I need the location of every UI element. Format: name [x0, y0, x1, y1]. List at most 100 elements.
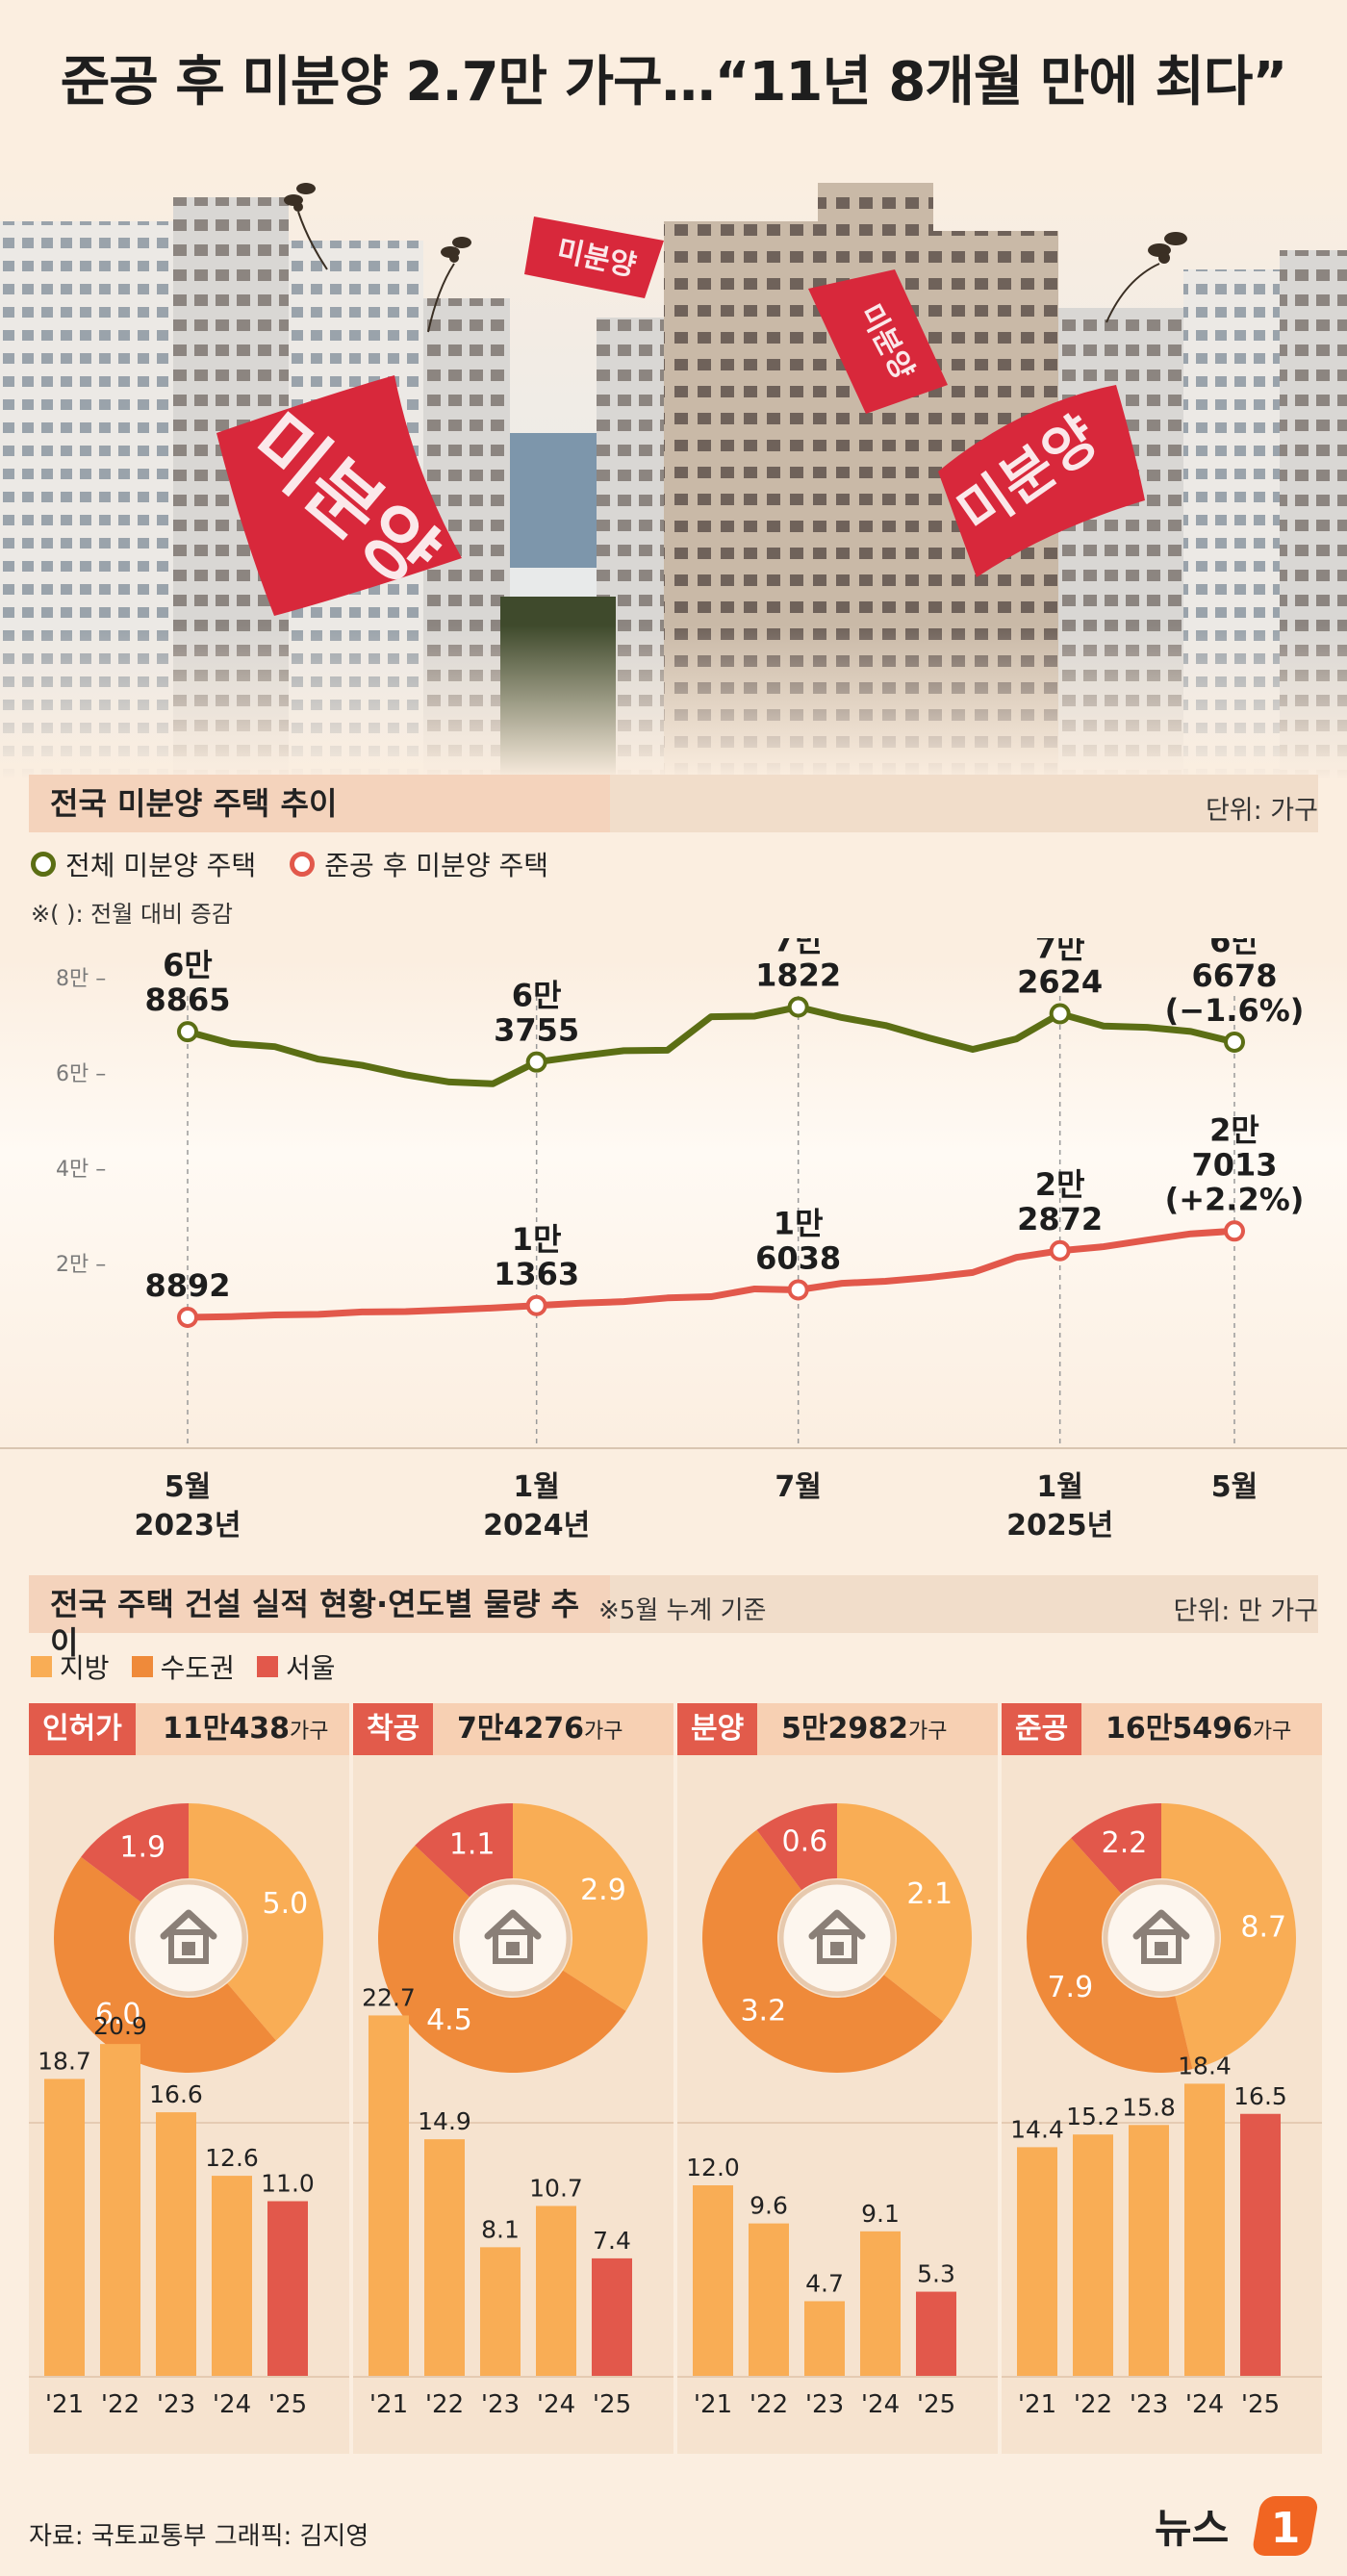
panel-3: 분양 5만2982가구 2.1 3.2 0.6 12.0 '21 9.6 '22 4.7 '23 9.…	[677, 1703, 998, 2454]
panel-total-unit: 가구	[907, 1720, 948, 1744]
panel-total-unit: 가구	[583, 1720, 623, 1744]
x-axis: 5월 2023년 1월 2024년 7월 1월 2025년 5월	[134, 1470, 1258, 1543]
bar-category-label: '25	[917, 2390, 955, 2419]
logo-text: 뉴스	[1155, 2505, 1229, 2552]
panel-category: 분양	[677, 1703, 758, 1755]
house-icon	[160, 1909, 217, 1964]
pie-label: 7.9	[1047, 1971, 1093, 2004]
bar-value-label: 11.0	[261, 2170, 315, 2198]
bar-value-label: 9.1	[861, 2200, 900, 2228]
pie-label: 6.0	[95, 1998, 141, 2031]
bar	[424, 2139, 465, 2376]
pie-label: 2.1	[906, 1877, 953, 1911]
bar-category-label: '25	[1241, 2390, 1280, 2419]
panel-charts: 8.7 7.9 2.2 14.4 '21 15.2 '22 15.8 '23 18.4 '24 16.…	[1002, 1803, 1322, 2419]
pie-label: 2.9	[580, 1874, 626, 1907]
bar-category-label: '25	[593, 2390, 631, 2419]
bar-category-label: '21	[1018, 2390, 1056, 2419]
bar	[100, 2044, 140, 2376]
house-icon	[1132, 1909, 1190, 1964]
legend-label: 전체 미분양 주택	[65, 850, 257, 881]
x-tick-label: 2025년	[1006, 1509, 1113, 1543]
legend-label: 지방	[60, 1652, 110, 1684]
panel-total-unit: 가구	[1252, 1720, 1292, 1744]
bar	[212, 2176, 252, 2376]
data-point	[1049, 1003, 1071, 1025]
pie-slice	[513, 1803, 648, 2011]
logo-mark: 1	[1271, 2504, 1301, 2553]
pie-label: 2.2	[1102, 1826, 1148, 1860]
data-label: 1822	[755, 957, 841, 994]
bar-category-label: '22	[101, 2390, 140, 2419]
y-tick-label: 4만 –	[56, 1158, 106, 1182]
data-label: 6만	[163, 947, 213, 983]
pie-label: 0.6	[782, 1824, 828, 1858]
data-label: 6만	[512, 978, 562, 1014]
x-tick-label: 2023년	[134, 1509, 241, 1543]
bar-value-label: 5.3	[917, 2260, 955, 2288]
panel-4: 준공 16만5496가구 8.7 7.9 2.2 14.4 '21 15.2 '22 15.8 '2…	[1002, 1703, 1322, 2454]
pie-slice	[53, 1856, 276, 2073]
pie-label: 5.0	[263, 1887, 309, 1921]
data-label: 8892	[144, 1267, 230, 1304]
bar-value-label: 18.7	[38, 2047, 91, 2075]
data-label: (+2.2%)	[1165, 1181, 1305, 1217]
legend-label: 준공 후 미분양 주택	[324, 850, 549, 881]
y-tick-label: 6만 –	[56, 1062, 106, 1086]
legend-swatch-metro	[131, 1656, 153, 1677]
panel-total-value: 11만438	[163, 1712, 290, 1746]
panel-total: 11만438가구	[163, 1703, 328, 1755]
data-label: 6만	[1209, 938, 1259, 959]
x-tick-label: 7월	[775, 1470, 821, 1504]
legend-marker-total	[31, 852, 56, 877]
bar	[916, 2291, 956, 2376]
data-point	[787, 996, 809, 1018]
bar-category-label: '22	[425, 2390, 464, 2419]
bar-value-label: 20.9	[93, 2012, 147, 2040]
bar-value-label: 8.1	[481, 2215, 520, 2243]
legend-marker-completed	[290, 852, 316, 877]
sale-tag-small-mid: 미분양	[808, 269, 948, 414]
bar	[804, 2301, 845, 2376]
panel-header: 분양 5만2982가구	[677, 1703, 998, 1755]
data-label: 1363	[494, 1256, 579, 1292]
bar-value-label: 7.4	[593, 2227, 631, 2255]
x-tick-label: 1월	[1036, 1470, 1082, 1504]
panel-charts: 2.1 3.2 0.6 12.0 '21 9.6 '22 4.7 '23 9.1 '24 5.3 '25	[677, 1803, 998, 2419]
panel-charts: 2.9 4.5 1.1 22.7 '21 14.9 '22 8.1 '23 10.7 '24 7.4 '…	[353, 1803, 674, 2419]
data-point	[177, 1021, 198, 1043]
bar-category-label: '21	[45, 2390, 84, 2419]
bar-category-label: '23	[157, 2390, 195, 2419]
bar-value-label: 12.0	[686, 2154, 740, 2181]
section-title: 전국 미분양 주택 추이	[29, 775, 610, 832]
pie-slice	[702, 1829, 944, 2073]
data-label: (−1.6%)	[1165, 992, 1305, 1029]
bar-category-label: '24	[537, 2390, 575, 2419]
data-label: 2만	[1209, 1111, 1259, 1148]
bar	[369, 2015, 409, 2376]
data-label: 6678	[1191, 957, 1277, 994]
panel-charts: 5.0 6.0 1.9 18.7 '21 20.9 '22 16.6 '23 12.6 '24 11.…	[29, 1803, 349, 2419]
pie-slice	[378, 1845, 626, 2073]
bar	[536, 2206, 576, 2376]
panel-category: 준공	[1002, 1703, 1082, 1755]
pie-label: 3.2	[740, 1995, 786, 2028]
bar	[156, 2112, 196, 2376]
data-point	[1224, 1031, 1245, 1053]
donut-center	[1103, 1879, 1220, 1997]
panel-category: 인허가	[29, 1703, 136, 1755]
bar-value-label: 4.7	[805, 2269, 844, 2297]
bar-value-label: 12.6	[205, 2144, 259, 2172]
bar	[267, 2201, 308, 2376]
bar-category-label: '23	[481, 2390, 520, 2419]
panel-1: 인허가 11만438가구 5.0 6.0 1.9 18.7 '21 20.9 '22 16.6 '2…	[29, 1703, 349, 2454]
bar-category-label: '23	[1130, 2390, 1168, 2419]
panel-header: 준공 16만5496가구	[1002, 1703, 1322, 1755]
bar-value-label: 16.6	[149, 2080, 203, 2108]
news1-logo: 뉴스 1	[1155, 2496, 1318, 2556]
panel-total-value: 16만5496	[1106, 1712, 1253, 1746]
pie-slice	[189, 1803, 324, 2041]
bar-value-label: 16.5	[1233, 2082, 1287, 2110]
